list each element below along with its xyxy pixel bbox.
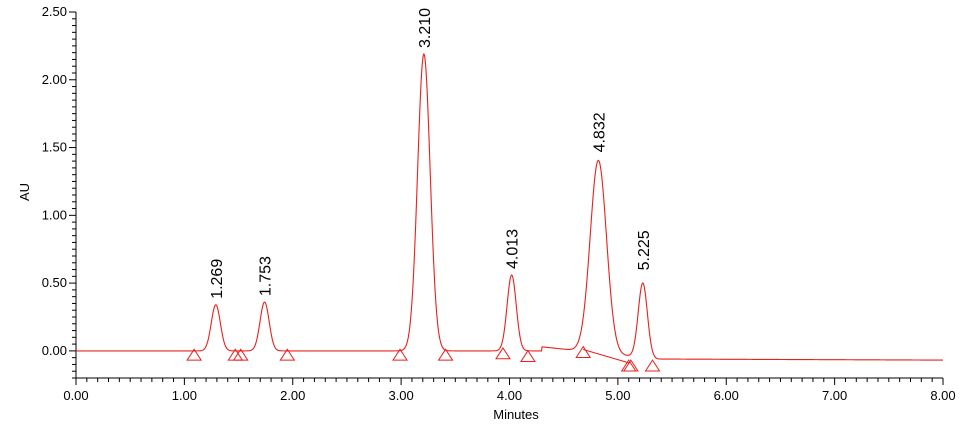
peak-label: 1.753 [258,256,275,296]
peak-label: 4.832 [591,112,608,152]
integration-marker [520,349,536,363]
peak-label: 1.269 [209,259,226,299]
x-tick-label: 3.00 [388,388,413,403]
axis-ticks: 0.00 1.00 2.00 3.00 4.00 5.00 6.00 7.00 8.00 0.00… [42,4,956,403]
peak-label: 3.210 [417,8,434,48]
integration-marker [186,348,203,361]
integration-marker [644,359,661,372]
axes [75,12,943,379]
y-tick-label: 1.50 [42,140,67,155]
peak-label: 5.225 [636,230,653,270]
y-tick-label: 0.00 [42,343,67,358]
y-tick-label: 2.50 [42,4,67,19]
integration-marker [575,345,592,358]
integration-markers [186,345,661,372]
x-tick-label: 1.00 [172,388,197,403]
x-tick-label: 7.00 [822,388,847,403]
peak-labels: 1.269 1.753 3.210 4.013 4.832 5.225 [209,8,653,299]
x-axis-title: Minutes [493,407,539,422]
y-tick-label: 0.50 [42,275,67,290]
integration-marker [392,348,408,361]
x-tick-label: 4.00 [497,388,522,403]
integration-marker [622,359,639,372]
integration-marker [495,347,511,360]
chromatogram-trace [76,52,943,364]
peak-baseline-line [583,349,630,364]
x-tick-label: 2.00 [280,388,305,403]
x-tick-label: 5.00 [605,388,630,403]
y-tick-label: 1.00 [42,207,67,222]
x-tick-label: 8.00 [930,388,955,403]
trace-line [76,52,943,361]
peak-label: 4.013 [505,229,522,269]
x-tick-label: 0.00 [63,388,88,403]
integration-marker [437,348,454,361]
y-axis-title: AU [17,183,32,201]
integration-marker [279,348,296,361]
y-tick-label: 2.00 [42,72,67,87]
x-tick-label: 6.00 [714,388,739,403]
integration-marker [232,348,249,361]
